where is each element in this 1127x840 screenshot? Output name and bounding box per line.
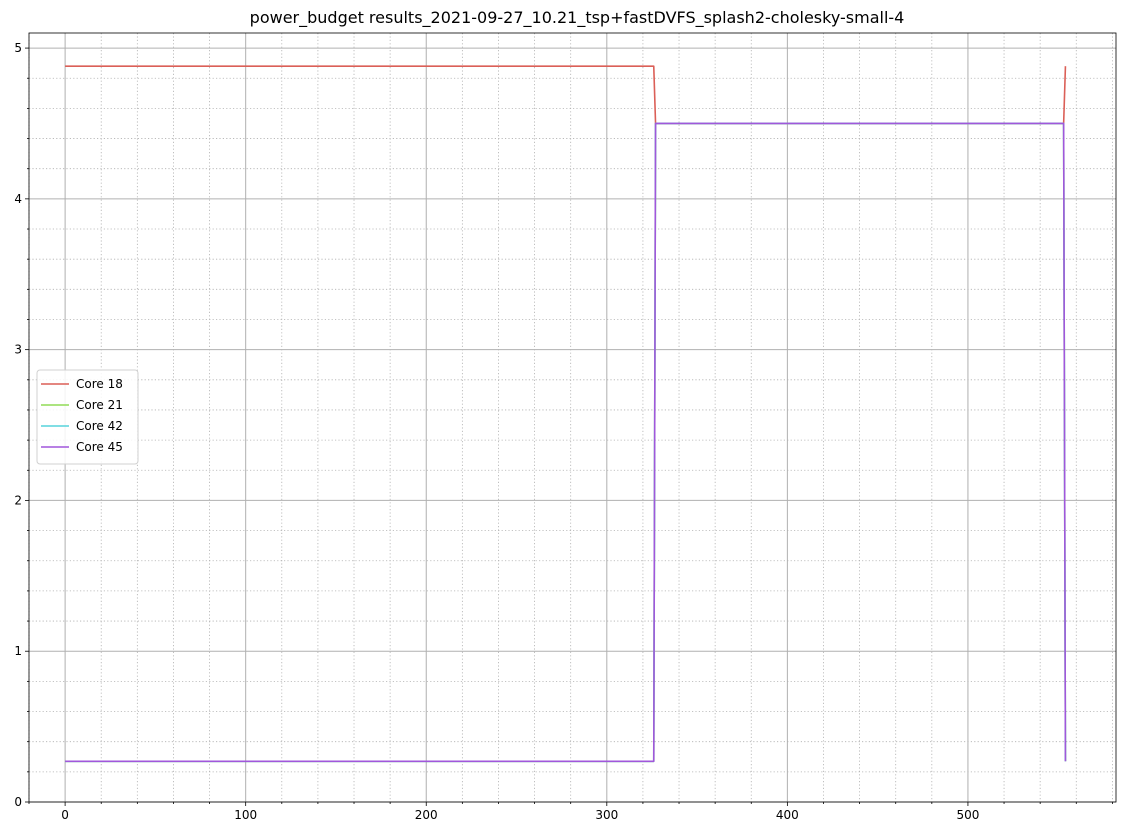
chart-title: power_budget results_2021-09-27_10.21_ts… (250, 8, 905, 28)
series-line-core-45 (65, 122, 1067, 763)
legend-box (36, 369, 139, 465)
y-tick-label: 2 (14, 493, 22, 507)
x-tick-label: 0 (61, 808, 69, 822)
major-grid (29, 33, 1116, 803)
legend-label-core-18: Core 18 (76, 377, 123, 391)
legend: Core 18 Core 21 Core 42 Core 45 (36, 369, 139, 465)
series-line-core-21 (65, 122, 1067, 763)
x-tick-label: 300 (595, 808, 618, 822)
y-axis: 0 1 2 3 4 5 (14, 41, 29, 809)
legend-label-core-42: Core 42 (76, 419, 123, 433)
series-line-core-18 (65, 65, 1067, 125)
x-tick-label: 100 (234, 808, 257, 822)
legend-label-core-45: Core 45 (76, 440, 123, 454)
legend-label-core-21: Core 21 (76, 398, 123, 412)
x-axis: 0 100 200 300 400 500 (28, 802, 1113, 822)
x-tick-label: 200 (415, 808, 438, 822)
y-tick-label: 1 (14, 644, 22, 658)
x-tick-label: 500 (956, 808, 979, 822)
minor-grid (28, 33, 1116, 802)
y-tick-label: 3 (14, 343, 22, 357)
y-tick-label: 5 (14, 41, 22, 55)
series-lines (65, 65, 1067, 763)
y-tick-label: 4 (14, 192, 22, 206)
y-tick-label: 0 (14, 795, 22, 809)
x-tick-label: 400 (776, 808, 799, 822)
plot-frame (28, 32, 1117, 803)
series-line-core-42 (65, 122, 1067, 763)
